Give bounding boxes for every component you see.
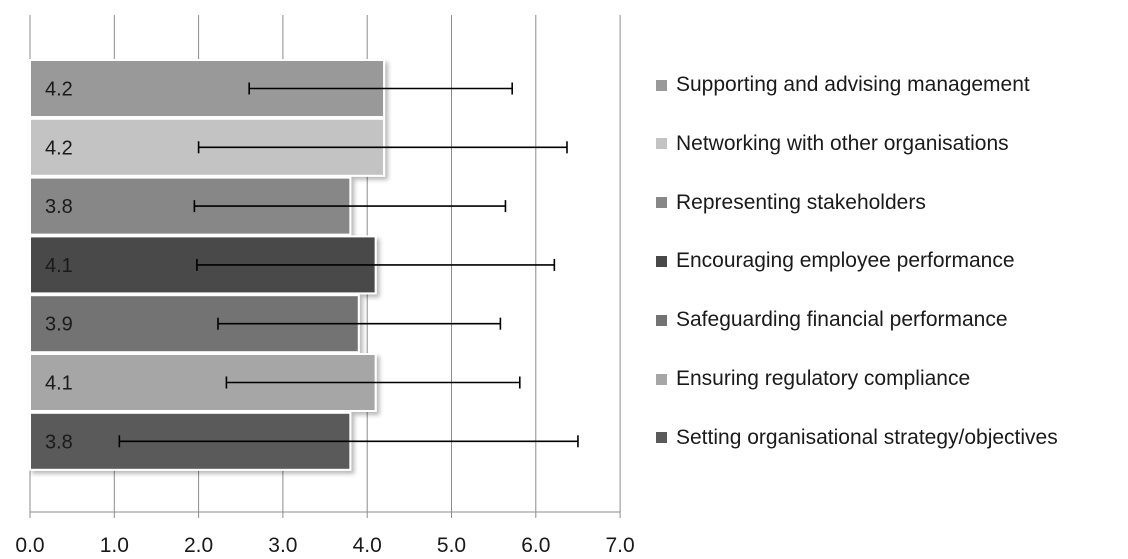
legend-swatch — [656, 314, 667, 326]
legend-swatch — [656, 432, 667, 444]
legend-label: Networking with other organisations — [676, 131, 1009, 155]
legend-item: Supporting and advising management — [656, 70, 1030, 100]
legend-label: Supporting and advising management — [676, 73, 1030, 96]
legend-label: Ensuring regulatory compliance — [676, 367, 971, 390]
legend-item: Setting organisational strategy/objectiv… — [656, 423, 1058, 453]
x-tick-label: 1.0 — [100, 534, 129, 557]
bar-data-label: 3.8 — [45, 431, 73, 453]
legend-label: Representing stakeholders — [676, 190, 926, 214]
legend-item: Encouraging employee performance — [656, 246, 1015, 276]
legend-swatch — [656, 197, 667, 209]
x-tick-label: 5.0 — [437, 534, 466, 557]
legend-item: Safeguarding financial performance — [656, 305, 1008, 335]
bar-data-label: 3.9 — [45, 314, 73, 336]
x-tick-label: 7.0 — [605, 534, 634, 557]
bar-data-label: 4.2 — [45, 79, 73, 101]
legend-swatch — [656, 373, 667, 385]
x-tick-label: 0.0 — [15, 534, 44, 557]
legend-label: Safeguarding financial performance — [676, 308, 1008, 332]
legend-item: Networking with other organisations — [656, 129, 1009, 159]
x-tick-label: 2.0 — [184, 534, 213, 557]
legend-swatch — [656, 79, 667, 91]
bar-data-label: 4.1 — [45, 373, 73, 395]
legend-swatch — [656, 138, 667, 150]
x-tick-label: 6.0 — [521, 534, 550, 557]
bar-data-label: 4.1 — [45, 255, 73, 277]
bar-data-label: 3.8 — [45, 196, 73, 218]
legend-label: Encouraging employee performance — [676, 249, 1015, 273]
x-tick-label: 3.0 — [268, 534, 297, 557]
legend-item: Ensuring regulatory compliance — [656, 364, 970, 394]
legend-swatch — [656, 255, 667, 267]
x-tick-label: 4.0 — [353, 534, 382, 557]
legend-item: Representing stakeholders — [656, 188, 926, 218]
bar-chart: 0.0 1.0 2.0 3.0 4.0 5.0 6.0 7.0 4.2 4.2 3.8 4.1 3.9 4… — [15, 15, 635, 557]
bar-data-label: 4.2 — [45, 137, 73, 159]
legend-label: Setting organisational strategy/objectiv… — [676, 425, 1058, 449]
